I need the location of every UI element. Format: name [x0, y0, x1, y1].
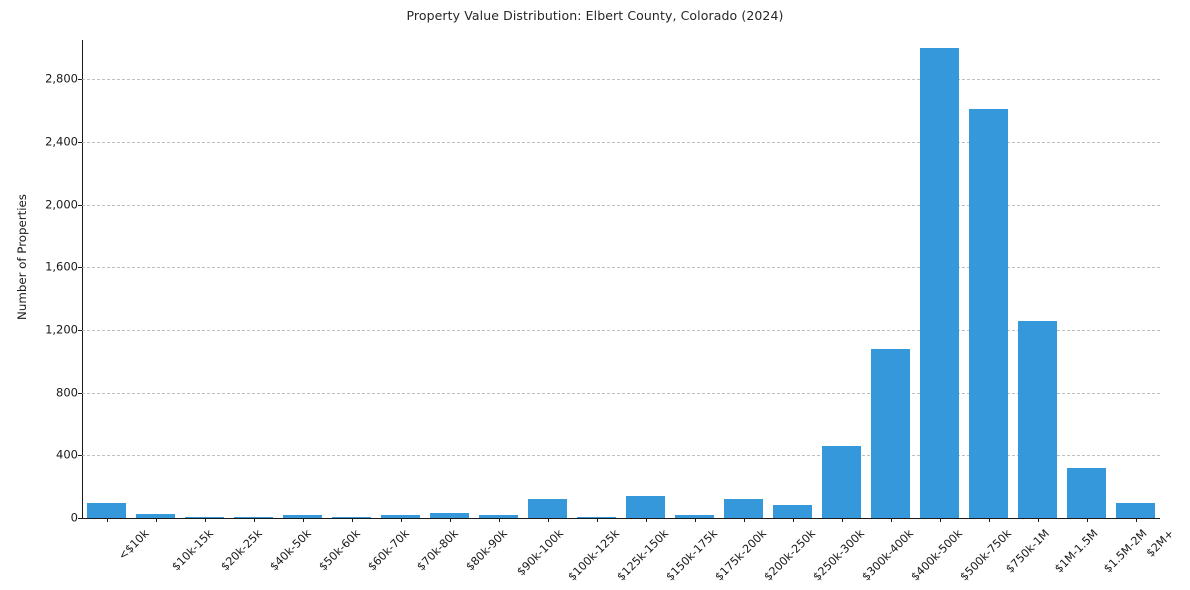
- gridline: [82, 204, 1160, 206]
- x-tick-label: $10k-15k: [168, 527, 216, 574]
- gridline: [82, 267, 1160, 269]
- x-tick-mark: [596, 518, 598, 522]
- x-tick-mark: [498, 518, 500, 522]
- x-tick-mark: [792, 518, 794, 522]
- bar: [577, 516, 616, 518]
- bar: [528, 499, 567, 518]
- bar: [871, 348, 910, 518]
- y-tick-label: 2,800: [45, 71, 78, 86]
- x-tick-mark: [939, 518, 941, 522]
- y-tick-label: 1,600: [45, 259, 78, 274]
- x-tick-mark: [694, 518, 696, 522]
- x-tick-label: $20k-25k: [217, 527, 265, 574]
- x-tick-mark: [743, 518, 745, 522]
- x-tick-label: $200k-250k: [761, 527, 818, 584]
- x-tick-label: $250k-300k: [810, 527, 867, 584]
- bar: [430, 513, 469, 518]
- x-tick-label: $40k-50k: [266, 527, 314, 574]
- x-tick-mark: [988, 518, 990, 522]
- x-tick-label: <$10k: [115, 527, 151, 563]
- x-tick-label: $2M+: [1143, 527, 1176, 560]
- y-tick-label: 2,400: [45, 134, 78, 149]
- bar: [381, 514, 420, 518]
- x-tick-label: $100k-125k: [565, 527, 622, 584]
- x-tick-mark: [1086, 518, 1088, 522]
- bar: [773, 504, 812, 518]
- bar: [479, 514, 518, 518]
- x-tick-mark: [449, 518, 451, 522]
- x-tick-label: $1M-1.5M: [1051, 527, 1101, 576]
- x-tick-label: $400k-500k: [908, 527, 965, 584]
- x-tick-label: $150k-175k: [663, 527, 720, 584]
- y-tick-mark: [78, 518, 82, 519]
- gridline: [82, 79, 1160, 81]
- y-axis-label: Number of Properties: [15, 194, 29, 320]
- bar: [185, 516, 224, 518]
- bar: [969, 108, 1008, 518]
- y-tick-label: 800: [56, 384, 78, 399]
- x-tick-label: $500k-750k: [957, 527, 1014, 584]
- x-tick-mark: [106, 518, 108, 522]
- x-tick-label: $1.5M-2M: [1100, 527, 1150, 576]
- x-tick-label: $300k-400k: [859, 527, 916, 584]
- y-tick-mark: [78, 392, 82, 394]
- x-tick-label: $80k-90k: [462, 527, 510, 574]
- y-tick-mark: [78, 141, 82, 143]
- x-tick-mark: [1037, 518, 1039, 522]
- bar: [1067, 467, 1106, 518]
- x-tick-mark: [302, 518, 304, 522]
- bar: [283, 514, 322, 518]
- gridline: [82, 392, 1160, 394]
- y-tick-label: 1,200: [45, 322, 78, 337]
- x-tick-label: $175k-200k: [712, 527, 769, 584]
- bar: [626, 496, 665, 518]
- y-tick-label: 400: [56, 447, 78, 462]
- bar: [1018, 321, 1057, 518]
- y-tick-mark: [78, 329, 82, 331]
- bar: [332, 516, 371, 518]
- bar: [1116, 503, 1155, 518]
- x-axis-line: [82, 518, 1160, 519]
- gridline: [82, 141, 1160, 143]
- bar: [87, 503, 126, 518]
- x-tick-mark: [400, 518, 402, 522]
- x-tick-mark: [204, 518, 206, 522]
- plot-area: [82, 40, 1160, 518]
- bar: [822, 445, 861, 518]
- chart-title: Property Value Distribution: Elbert Coun…: [406, 8, 784, 23]
- y-tick-mark: [78, 267, 82, 269]
- gridline: [82, 329, 1160, 331]
- y-tick-mark: [78, 455, 82, 457]
- x-tick-label: $60k-70k: [364, 527, 412, 574]
- x-tick-mark: [155, 518, 157, 522]
- x-tick-mark: [1135, 518, 1137, 522]
- bar: [920, 47, 959, 518]
- x-tick-mark: [890, 518, 892, 522]
- x-tick-label: $90k-100k: [513, 527, 566, 579]
- y-axis-line: [82, 40, 83, 518]
- bar: [724, 499, 763, 518]
- x-tick-mark: [547, 518, 549, 522]
- x-tick-mark: [351, 518, 353, 522]
- gridline: [82, 455, 1160, 457]
- y-tick-mark: [78, 204, 82, 206]
- y-tick-mark: [78, 79, 82, 81]
- bar: [234, 516, 273, 518]
- y-tick-label: 0: [70, 510, 78, 525]
- x-tick-label: $125k-150k: [614, 527, 671, 584]
- bar: [675, 514, 714, 518]
- y-tick-label: 2,000: [45, 196, 78, 211]
- x-tick-label: $70k-80k: [413, 527, 461, 574]
- bar: [136, 514, 175, 518]
- x-tick-mark: [253, 518, 255, 522]
- x-tick-label: $50k-60k: [315, 527, 363, 574]
- x-tick-mark: [645, 518, 647, 522]
- x-tick-mark: [841, 518, 843, 522]
